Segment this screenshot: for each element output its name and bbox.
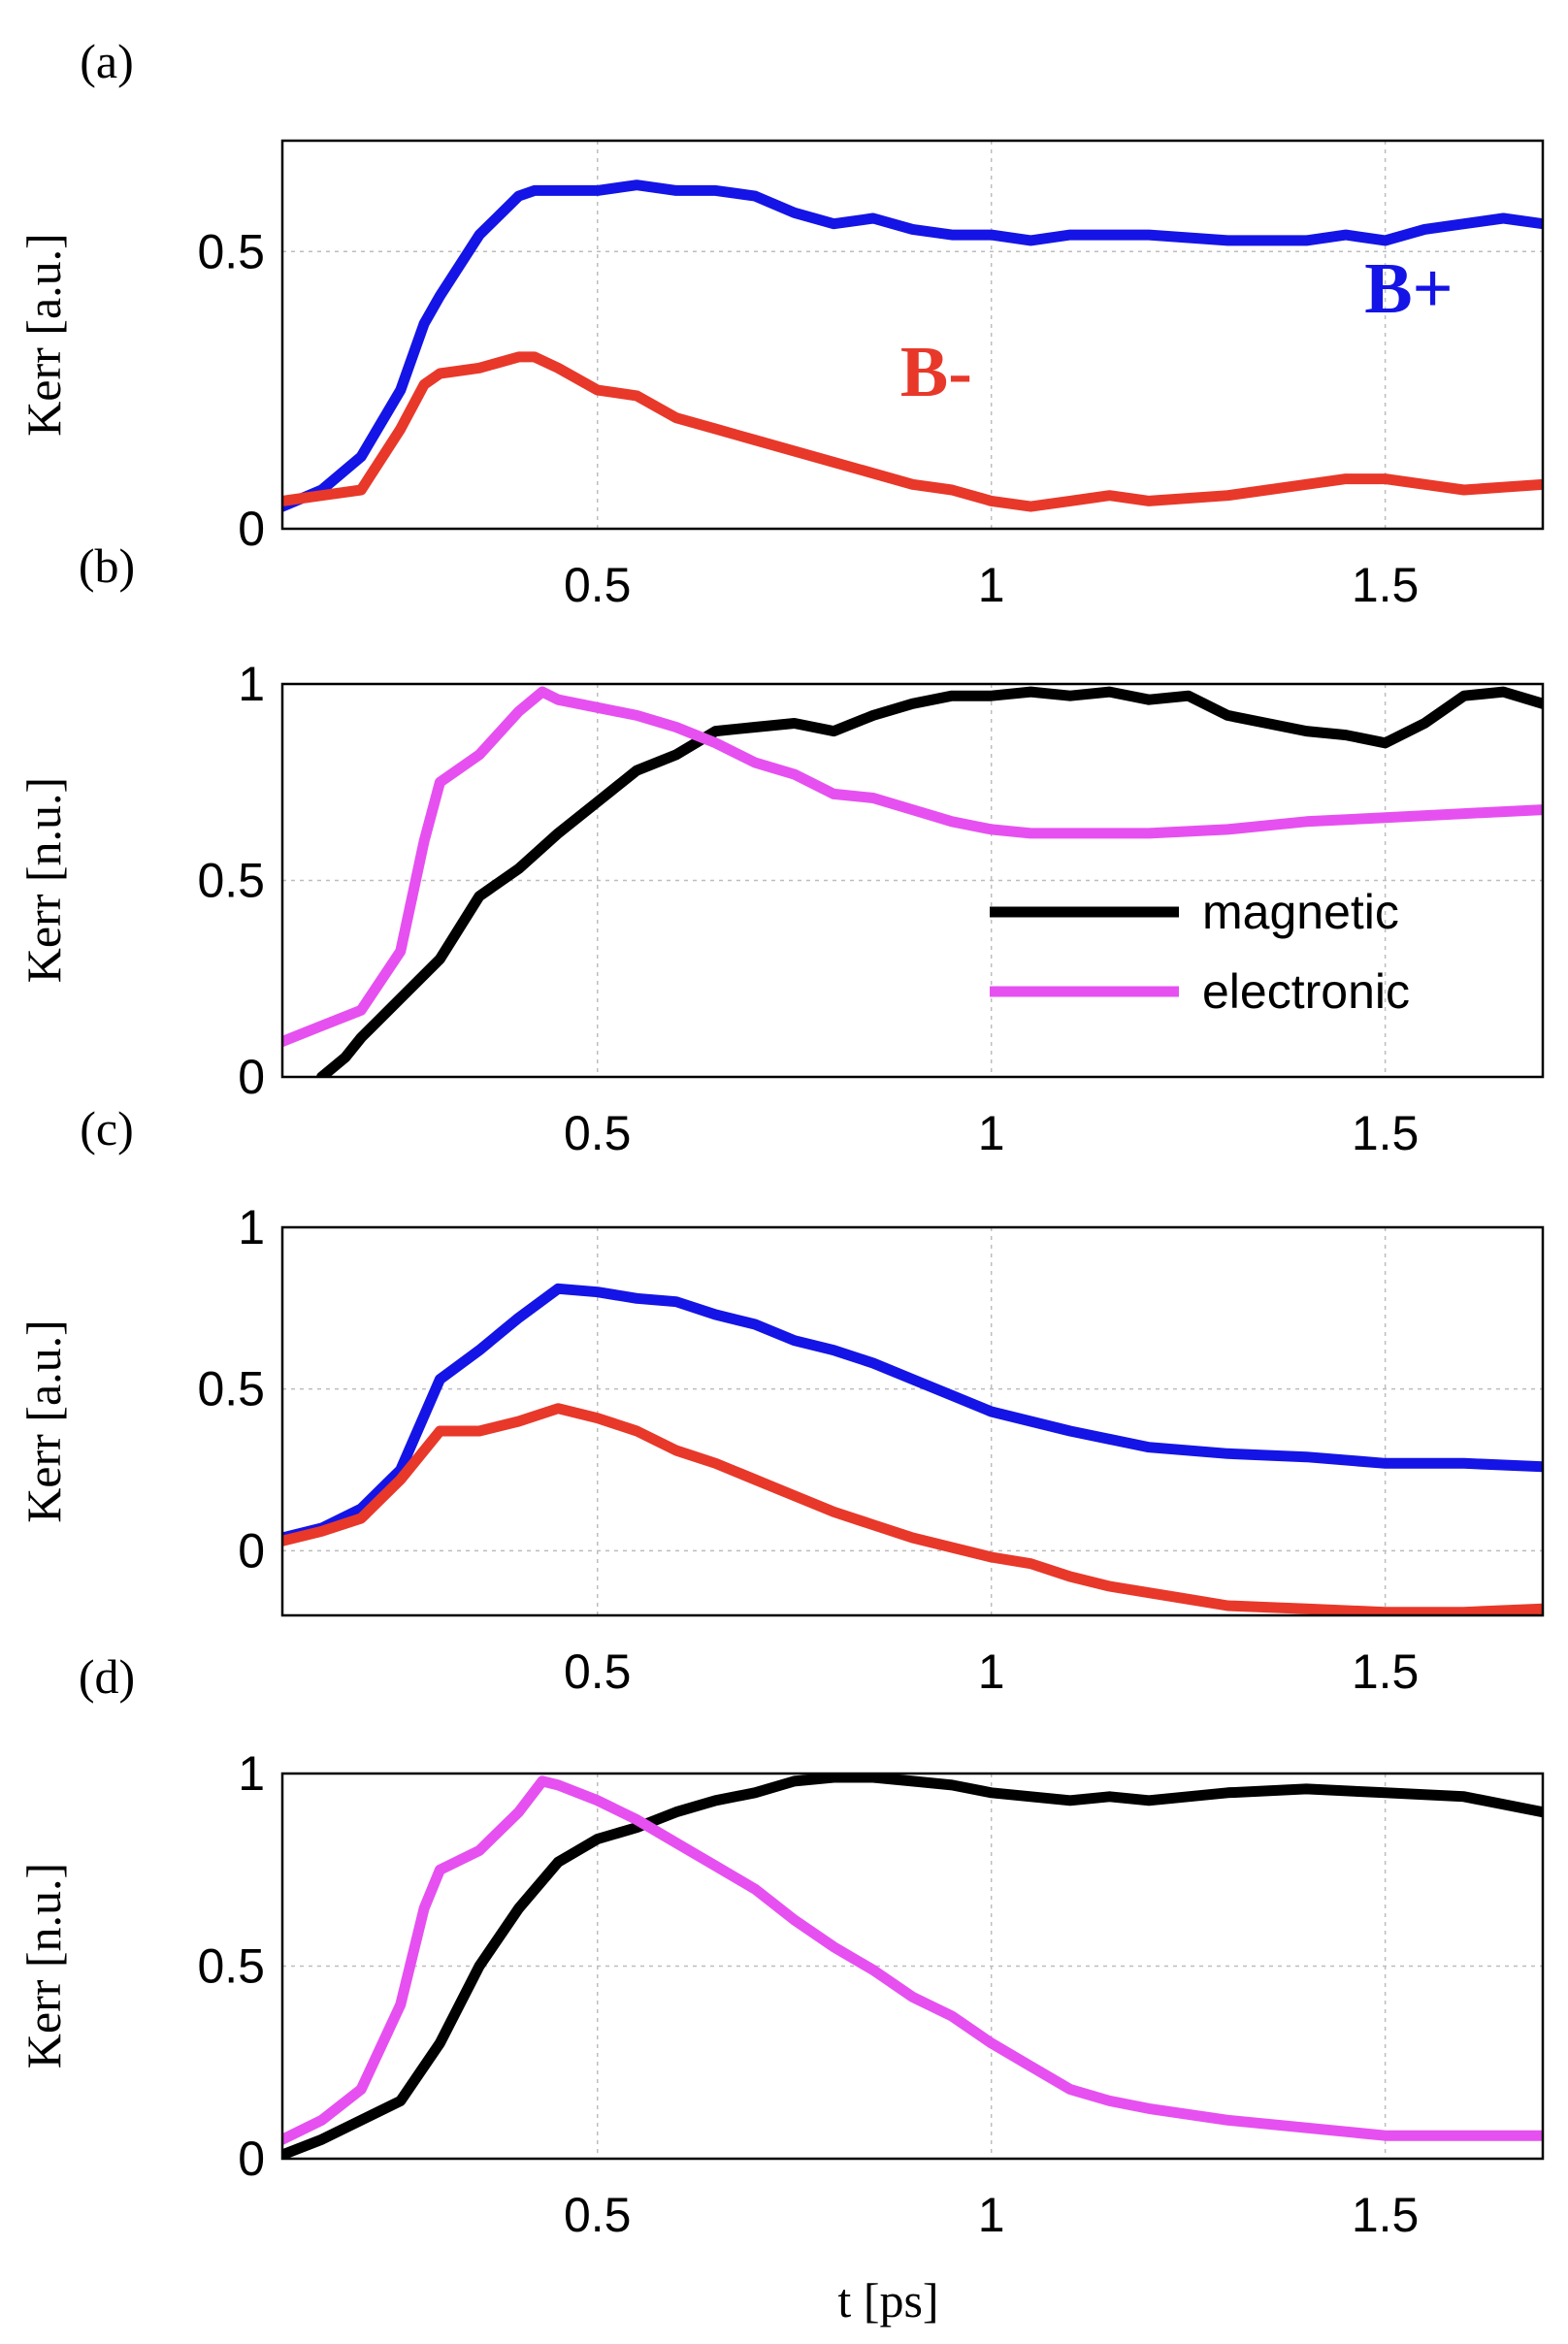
x-tick-label: 1.5 [1352,1106,1420,1160]
y-tick-label: 0.5 [197,1939,265,1994]
x-tick-label: 0.5 [564,1106,632,1160]
y-tick-label: 0.5 [197,224,265,278]
x-tick-label: 0.5 [564,1644,632,1699]
y-tick-label: 1 [238,657,265,711]
y-axis-label: Kerr [a.u.] [16,1319,71,1523]
series-line-bminus [282,1403,1543,1615]
x-tick-label: 1 [978,558,1005,612]
x-tick-label: 1 [978,1644,1005,1699]
panel-d: 0 0.5 1 0.5 1 1.5 (d) Kerr [n.u.] t [ps] [16,1649,1545,2328]
y-tick-label: 0 [238,1523,265,1578]
series-line-magnetic [282,1774,1543,2159]
plot-frame [280,1225,1545,1617]
series-line-magnetic [316,686,1543,1077]
y-tick-label: 0.5 [197,854,265,908]
annotation-b-plus: B+ [1364,249,1454,329]
panel-b: 0 0.5 1 0.5 1 1.5 (b) Kerr [n.u.] magnetic electr… [16,538,1545,1160]
series-line-bplus [282,179,1543,512]
y-axis-label: Kerr [n.u.] [16,777,71,983]
y-tick-label: 0 [238,1050,265,1104]
x-tick-label: 1.5 [1352,1644,1420,1699]
x-tick-label: 1 [978,1106,1005,1160]
panel-label: (d) [79,1649,135,1704]
y-tick-label: 0.5 [197,1362,265,1416]
legend-label: electronic [1202,964,1410,1019]
x-tick-label: 0.5 [564,558,632,612]
x-tick-label: 1.5 [1352,2188,1420,2242]
panel-label: (a) [80,34,134,88]
y-tick-label: 1 [238,1200,265,1254]
plot-frame [280,139,1545,531]
panel-label: (b) [79,538,135,593]
x-tick-label: 1 [978,2188,1005,2242]
y-tick-label: 1 [238,1746,265,1801]
series-line-electronic [282,686,1543,1047]
legend: magnetic electronic [990,885,1410,1019]
y-tick-label: 0 [238,502,265,556]
panel-a: 0 0.5 0.5 1 1.5 (a) Kerr [a.u.] B+ B- [16,34,1545,612]
x-tick-label: 0.5 [564,2188,632,2242]
plot-frame [280,1772,1545,2161]
x-axis-label: t [ps] [837,2273,938,2328]
y-tick-label: 0 [238,2132,265,2186]
series-line-electronic [282,1775,1543,2145]
y-axis-label: Kerr [n.u.] [16,1863,71,2068]
series-line-bminus [282,351,1543,512]
series-line-bplus [282,1283,1543,1544]
panel-c: 0 0.5 1 0.5 1 1.5 (c) Kerr [a.u.] [16,1101,1545,1699]
annotation-b-minus: B- [900,333,972,412]
panel-label: (c) [80,1101,134,1156]
x-tick-label: 1.5 [1352,558,1420,612]
legend-label: magnetic [1202,885,1399,939]
plot-frame [280,682,1545,1079]
y-axis-label: Kerr [a.u.] [16,233,71,437]
